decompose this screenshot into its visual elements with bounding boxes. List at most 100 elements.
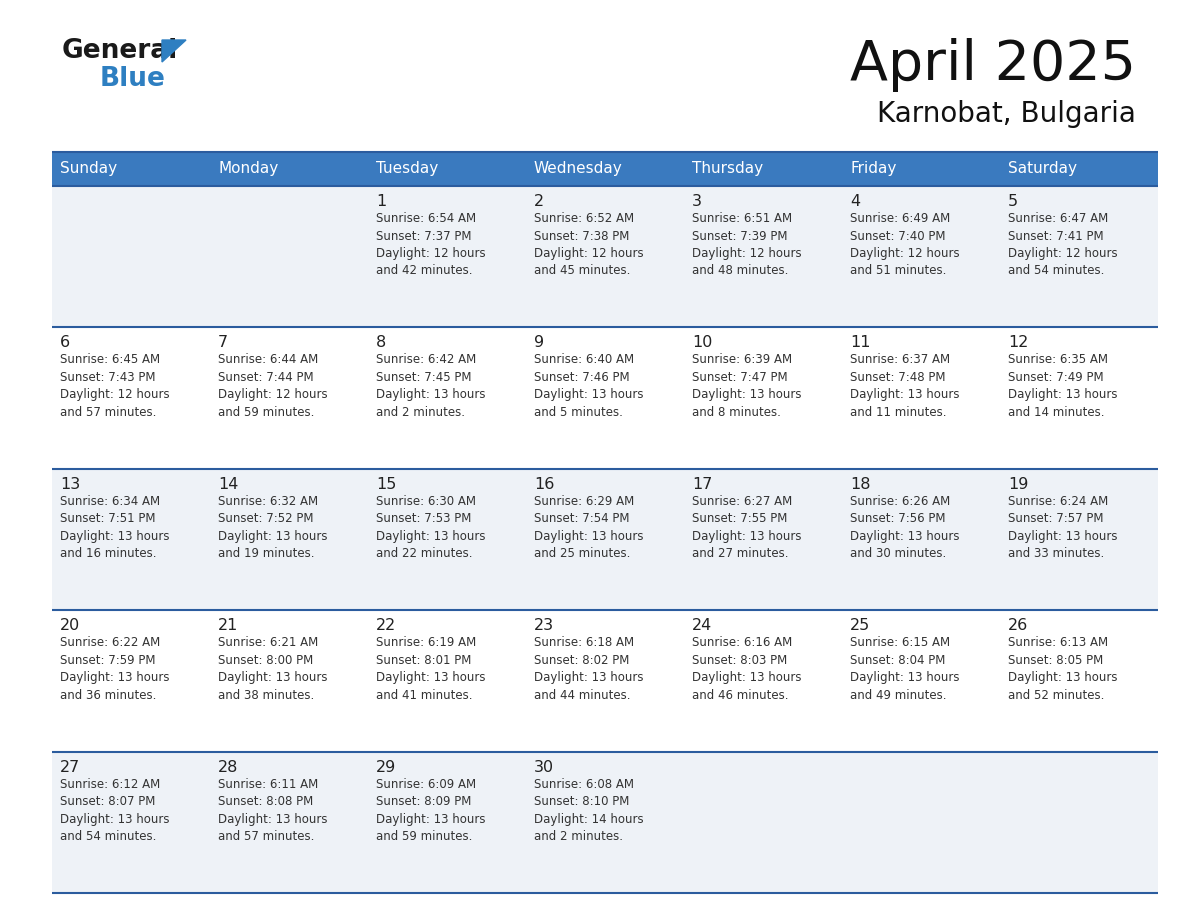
Bar	[368, 328, 526, 469]
Text: 26: 26	[1007, 618, 1029, 633]
Text: 17: 17	[691, 476, 713, 492]
Text: Sunrise: 6:19 AM
Sunset: 8:01 PM
Daylight: 13 hours
and 41 minutes.: Sunrise: 6:19 AM Sunset: 8:01 PM Dayligh…	[375, 636, 486, 701]
Bar	[526, 752, 684, 893]
Text: 22: 22	[375, 618, 397, 633]
Bar	[210, 752, 368, 893]
Bar	[684, 328, 842, 469]
Text: Sunrise: 6:16 AM
Sunset: 8:03 PM
Daylight: 13 hours
and 46 minutes.: Sunrise: 6:16 AM Sunset: 8:03 PM Dayligh…	[691, 636, 802, 701]
Text: Sunrise: 6:44 AM
Sunset: 7:44 PM
Daylight: 12 hours
and 59 minutes.: Sunrise: 6:44 AM Sunset: 7:44 PM Dayligh…	[219, 353, 328, 419]
Text: 19: 19	[1007, 476, 1029, 492]
Bar	[842, 610, 1000, 752]
Text: Sunrise: 6:27 AM
Sunset: 7:55 PM
Daylight: 13 hours
and 27 minutes.: Sunrise: 6:27 AM Sunset: 7:55 PM Dayligh…	[691, 495, 802, 560]
Text: Karnobat, Bulgaria: Karnobat, Bulgaria	[877, 100, 1136, 128]
Bar	[52, 152, 210, 186]
Text: Friday: Friday	[849, 162, 897, 176]
Text: Sunrise: 6:42 AM
Sunset: 7:45 PM
Daylight: 13 hours
and 2 minutes.: Sunrise: 6:42 AM Sunset: 7:45 PM Dayligh…	[375, 353, 486, 419]
Text: Sunrise: 6:35 AM
Sunset: 7:49 PM
Daylight: 13 hours
and 14 minutes.: Sunrise: 6:35 AM Sunset: 7:49 PM Dayligh…	[1007, 353, 1118, 419]
Text: General: General	[62, 38, 178, 64]
Text: Sunrise: 6:24 AM
Sunset: 7:57 PM
Daylight: 13 hours
and 33 minutes.: Sunrise: 6:24 AM Sunset: 7:57 PM Dayligh…	[1007, 495, 1118, 560]
Bar	[1000, 610, 1158, 752]
Text: 24: 24	[691, 618, 713, 633]
Text: 4: 4	[849, 194, 860, 209]
Text: Saturday: Saturday	[1007, 162, 1078, 176]
Text: 1: 1	[375, 194, 386, 209]
Bar	[1000, 152, 1158, 186]
Text: 13: 13	[61, 476, 81, 492]
Text: Sunrise: 6:30 AM
Sunset: 7:53 PM
Daylight: 13 hours
and 22 minutes.: Sunrise: 6:30 AM Sunset: 7:53 PM Dayligh…	[375, 495, 486, 560]
Text: Sunrise: 6:39 AM
Sunset: 7:47 PM
Daylight: 13 hours
and 8 minutes.: Sunrise: 6:39 AM Sunset: 7:47 PM Dayligh…	[691, 353, 802, 419]
Bar	[368, 186, 526, 328]
Text: 23: 23	[533, 618, 554, 633]
Bar	[684, 469, 842, 610]
Bar	[684, 186, 842, 328]
Text: 25: 25	[849, 618, 871, 633]
Text: 28: 28	[219, 759, 239, 775]
Bar	[842, 186, 1000, 328]
Bar	[684, 610, 842, 752]
Bar	[368, 752, 526, 893]
Bar	[368, 152, 526, 186]
Text: April 2025: April 2025	[849, 38, 1136, 92]
Bar	[526, 186, 684, 328]
Bar	[684, 152, 842, 186]
Text: Sunrise: 6:21 AM
Sunset: 8:00 PM
Daylight: 13 hours
and 38 minutes.: Sunrise: 6:21 AM Sunset: 8:00 PM Dayligh…	[219, 636, 328, 701]
Text: Blue: Blue	[100, 66, 166, 92]
Text: Tuesday: Tuesday	[375, 162, 438, 176]
Text: Sunrise: 6:26 AM
Sunset: 7:56 PM
Daylight: 13 hours
and 30 minutes.: Sunrise: 6:26 AM Sunset: 7:56 PM Dayligh…	[849, 495, 960, 560]
Text: Thursday: Thursday	[691, 162, 763, 176]
Text: 6: 6	[61, 335, 70, 351]
Bar	[52, 469, 210, 610]
Bar	[1000, 186, 1158, 328]
Bar	[1000, 469, 1158, 610]
Bar	[368, 469, 526, 610]
Text: 5: 5	[1007, 194, 1018, 209]
Bar	[842, 152, 1000, 186]
Bar	[52, 186, 210, 328]
Text: 7: 7	[219, 335, 228, 351]
Text: Sunrise: 6:11 AM
Sunset: 8:08 PM
Daylight: 13 hours
and 57 minutes.: Sunrise: 6:11 AM Sunset: 8:08 PM Dayligh…	[219, 778, 328, 843]
Bar	[1000, 752, 1158, 893]
Text: Wednesday: Wednesday	[533, 162, 623, 176]
Text: 20: 20	[61, 618, 81, 633]
Text: 27: 27	[61, 759, 81, 775]
Text: 18: 18	[849, 476, 871, 492]
Text: Sunrise: 6:47 AM
Sunset: 7:41 PM
Daylight: 12 hours
and 54 minutes.: Sunrise: 6:47 AM Sunset: 7:41 PM Dayligh…	[1007, 212, 1118, 277]
Text: Sunrise: 6:15 AM
Sunset: 8:04 PM
Daylight: 13 hours
and 49 minutes.: Sunrise: 6:15 AM Sunset: 8:04 PM Dayligh…	[849, 636, 960, 701]
Bar	[1000, 328, 1158, 469]
Bar	[684, 752, 842, 893]
Text: 21: 21	[219, 618, 239, 633]
Bar	[52, 610, 210, 752]
Text: 8: 8	[375, 335, 386, 351]
Text: Sunrise: 6:08 AM
Sunset: 8:10 PM
Daylight: 14 hours
and 2 minutes.: Sunrise: 6:08 AM Sunset: 8:10 PM Dayligh…	[533, 778, 644, 843]
Text: Sunrise: 6:29 AM
Sunset: 7:54 PM
Daylight: 13 hours
and 25 minutes.: Sunrise: 6:29 AM Sunset: 7:54 PM Dayligh…	[533, 495, 644, 560]
Text: 9: 9	[533, 335, 544, 351]
Text: Sunrise: 6:52 AM
Sunset: 7:38 PM
Daylight: 12 hours
and 45 minutes.: Sunrise: 6:52 AM Sunset: 7:38 PM Dayligh…	[533, 212, 644, 277]
Text: Sunrise: 6:09 AM
Sunset: 8:09 PM
Daylight: 13 hours
and 59 minutes.: Sunrise: 6:09 AM Sunset: 8:09 PM Dayligh…	[375, 778, 486, 843]
Bar	[368, 610, 526, 752]
Text: 12: 12	[1007, 335, 1029, 351]
Text: 14: 14	[219, 476, 239, 492]
Text: Sunrise: 6:32 AM
Sunset: 7:52 PM
Daylight: 13 hours
and 19 minutes.: Sunrise: 6:32 AM Sunset: 7:52 PM Dayligh…	[219, 495, 328, 560]
Text: Monday: Monday	[219, 162, 278, 176]
Text: Sunrise: 6:54 AM
Sunset: 7:37 PM
Daylight: 12 hours
and 42 minutes.: Sunrise: 6:54 AM Sunset: 7:37 PM Dayligh…	[375, 212, 486, 277]
Bar	[210, 610, 368, 752]
Text: Sunrise: 6:45 AM
Sunset: 7:43 PM
Daylight: 12 hours
and 57 minutes.: Sunrise: 6:45 AM Sunset: 7:43 PM Dayligh…	[61, 353, 170, 419]
Text: 10: 10	[691, 335, 713, 351]
Text: Sunrise: 6:51 AM
Sunset: 7:39 PM
Daylight: 12 hours
and 48 minutes.: Sunrise: 6:51 AM Sunset: 7:39 PM Dayligh…	[691, 212, 802, 277]
Bar	[210, 469, 368, 610]
Bar	[842, 328, 1000, 469]
Bar	[210, 328, 368, 469]
Text: Sunrise: 6:13 AM
Sunset: 8:05 PM
Daylight: 13 hours
and 52 minutes.: Sunrise: 6:13 AM Sunset: 8:05 PM Dayligh…	[1007, 636, 1118, 701]
Text: 16: 16	[533, 476, 555, 492]
Text: 30: 30	[533, 759, 554, 775]
Text: 2: 2	[533, 194, 544, 209]
Text: Sunrise: 6:34 AM
Sunset: 7:51 PM
Daylight: 13 hours
and 16 minutes.: Sunrise: 6:34 AM Sunset: 7:51 PM Dayligh…	[61, 495, 170, 560]
Text: Sunrise: 6:49 AM
Sunset: 7:40 PM
Daylight: 12 hours
and 51 minutes.: Sunrise: 6:49 AM Sunset: 7:40 PM Dayligh…	[849, 212, 960, 277]
Text: Sunrise: 6:40 AM
Sunset: 7:46 PM
Daylight: 13 hours
and 5 minutes.: Sunrise: 6:40 AM Sunset: 7:46 PM Dayligh…	[533, 353, 644, 419]
Text: Sunrise: 6:37 AM
Sunset: 7:48 PM
Daylight: 13 hours
and 11 minutes.: Sunrise: 6:37 AM Sunset: 7:48 PM Dayligh…	[849, 353, 960, 419]
Text: Sunrise: 6:18 AM
Sunset: 8:02 PM
Daylight: 13 hours
and 44 minutes.: Sunrise: 6:18 AM Sunset: 8:02 PM Dayligh…	[533, 636, 644, 701]
Polygon shape	[162, 40, 187, 62]
Bar	[210, 152, 368, 186]
Bar	[526, 328, 684, 469]
Bar	[52, 328, 210, 469]
